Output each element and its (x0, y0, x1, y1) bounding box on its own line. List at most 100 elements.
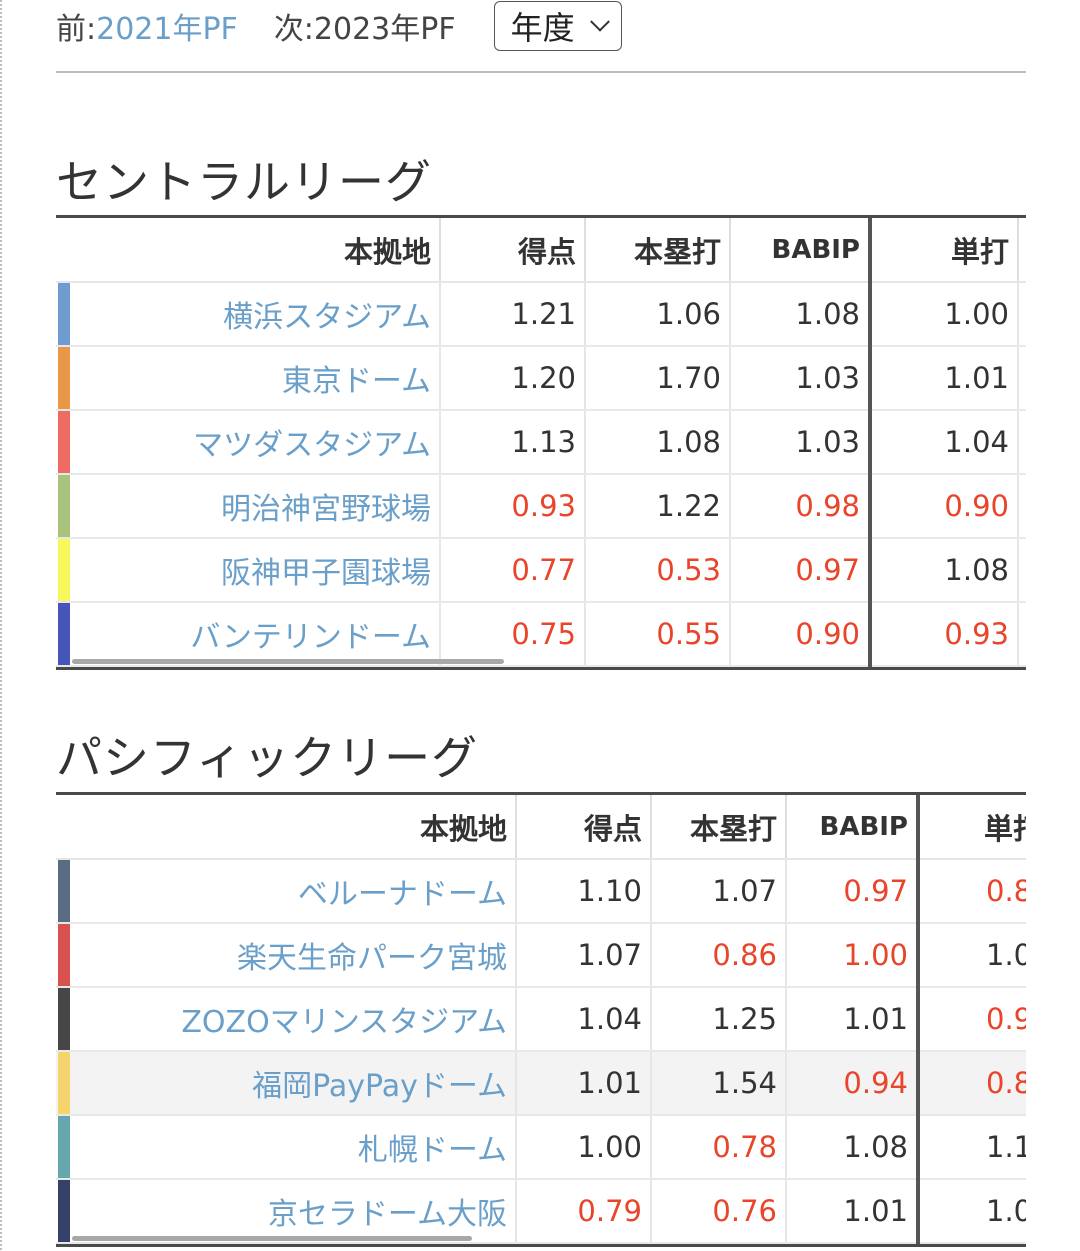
team-color-bar (58, 347, 70, 409)
team-color-swatch (56, 474, 72, 539)
stadium-link[interactable]: 横浜スタジアム (223, 300, 431, 335)
stadium-cell: バンテリンドーム (72, 602, 441, 667)
table-row: 京セラドーム大阪 0.790.761.011.0 (56, 1179, 1026, 1244)
singles-pf-cell: 1.01 (870, 346, 1019, 411)
table-row: 福岡PayPayドーム 1.011.540.940.8 (56, 1051, 1026, 1116)
runs-pf-cell: 1.20 (440, 346, 586, 411)
singles-pf-cell: 1.1 (918, 1115, 1026, 1180)
stadium-cell: 東京ドーム (72, 346, 441, 411)
homeruns-pf-cell: 1.22 (585, 474, 731, 539)
team-color-bar (58, 539, 70, 601)
pacific-table-wrapper[interactable]: 本拠地 得点 本塁打 BABIP 単打 ベルーナドーム1.101.070.970… (56, 792, 1026, 1247)
homeruns-pf-cell: 1.54 (651, 1051, 787, 1116)
divider (56, 71, 1026, 73)
col-header-homeruns[interactable]: 本塁打 (585, 218, 731, 283)
central-league-title: セントラルリーグ (56, 155, 432, 209)
prev-label: 前: (56, 12, 97, 47)
runs-pf-cell: 1.13 (440, 410, 586, 475)
table-row: 明治神宮野球場 0.93 1.22 0.98 0.90 (56, 474, 1026, 539)
stadium-link[interactable]: 東京ドーム (281, 364, 431, 399)
central-league-table: 本拠地 得点 本塁打 BABIP 単打 横浜スタジアム 1.21 1.06 1.08 1… (56, 218, 1026, 667)
runs-pf-cell: 1.10 (516, 859, 652, 924)
table-row: バンテリンドーム 0.75 0.55 0.90 0.93 (56, 602, 1026, 667)
pacific-league-table: 本拠地 得点 本塁打 BABIP 単打 ベルーナドーム1.101.070.970… (56, 795, 1026, 1244)
singles-pf-cell: 0.9 (918, 987, 1026, 1052)
stadium-link[interactable]: 明治神宮野球場 (221, 492, 431, 527)
singles-pf-cell: 1.0 (918, 1179, 1026, 1244)
team-color-bar (58, 988, 70, 1050)
central-table-wrapper[interactable]: 本拠地 得点 本塁打 BABIP 単打 横浜スタジアム 1.21 1.06 1.08 1… (56, 215, 1026, 670)
stadium-cell: 京セラドーム大阪 (72, 1179, 517, 1244)
homeruns-pf-cell: 0.76 (651, 1179, 787, 1244)
homeruns-pf-cell: 1.70 (585, 346, 731, 411)
year-select[interactable]: 年度 (493, 1, 622, 51)
singles-pf-cell: 0.8 (918, 1051, 1026, 1116)
col-header-singles[interactable]: 単打 (870, 218, 1019, 283)
stadium-cell: 福岡PayPayドーム (72, 1051, 517, 1116)
team-color-bar (58, 475, 70, 537)
runs-pf-cell: 1.04 (516, 987, 652, 1052)
col-header-babip[interactable]: BABIP (786, 795, 920, 860)
season-nav: 前: 2021年PF 次:2023年PF 年度 (56, 0, 622, 52)
homeruns-pf-cell: 1.25 (651, 987, 787, 1052)
team-color-swatch (56, 1179, 72, 1244)
stadium-cell: 楽天生命パーク宮城 (72, 923, 517, 988)
col-header-stadium[interactable]: 本拠地 (72, 218, 441, 283)
singles-pf-cell: 1.04 (870, 410, 1019, 475)
team-color-bar (58, 1180, 70, 1242)
stadium-link[interactable]: マツダスタジアム (193, 428, 431, 463)
team-color-swatch (56, 602, 72, 667)
team-color-bar (58, 860, 70, 922)
homeruns-pf-cell: 1.07 (651, 859, 787, 924)
stadium-link[interactable]: ベルーナドーム (297, 877, 507, 912)
homeruns-pf-cell: 1.06 (585, 282, 731, 347)
stadium-link[interactable]: 阪神甲子園球場 (221, 556, 431, 591)
babip-pf-cell: 1.01 (786, 1179, 920, 1244)
team-color-swatch (56, 346, 72, 411)
table-row: 阪神甲子園球場 0.77 0.53 0.97 1.08 (56, 538, 1026, 603)
stadium-cell: 札幌ドーム (72, 1115, 517, 1180)
team-color-bar (58, 1116, 70, 1178)
stadium-link[interactable]: 京セラドーム大阪 (267, 1197, 507, 1232)
team-color-bar (58, 924, 70, 986)
pacific-scrollbar[interactable] (72, 1236, 472, 1241)
col-header-singles[interactable]: 単打 (918, 795, 1026, 860)
runs-pf-cell: 1.07 (516, 923, 652, 988)
col-header-stadium[interactable]: 本拠地 (72, 795, 517, 860)
babip-pf-cell: 1.08 (786, 1115, 920, 1180)
runs-pf-cell: 1.01 (516, 1051, 652, 1116)
team-color-swatch (56, 1051, 72, 1116)
homeruns-pf-cell: 0.53 (585, 538, 731, 603)
babip-pf-cell: 0.97 (730, 538, 872, 603)
chevron-down-icon (589, 11, 610, 32)
stadium-link[interactable]: 楽天生命パーク宮城 (237, 941, 507, 976)
stadium-link[interactable]: ZOZOマリンスタジアム (181, 1005, 507, 1040)
table-row: 東京ドーム 1.20 1.70 1.03 1.01 (56, 346, 1026, 411)
pacific-league-title: パシフィックリーグ (56, 731, 479, 785)
stadium-link[interactable]: 福岡PayPayドーム (252, 1069, 507, 1104)
babip-pf-cell: 0.94 (786, 1051, 920, 1116)
col-header-runs[interactable]: 得点 (516, 795, 652, 860)
homeruns-pf-cell: 0.55 (585, 602, 731, 667)
team-color-swatch (56, 538, 72, 603)
col-header-babip[interactable]: BABIP (730, 218, 872, 283)
team-color-bar (58, 1052, 70, 1114)
col-header-homeruns[interactable]: 本塁打 (651, 795, 787, 860)
babip-pf-cell: 0.90 (730, 602, 872, 667)
stadium-cell: 阪神甲子園球場 (72, 538, 441, 603)
stadium-link[interactable]: 札幌ドーム (357, 1133, 507, 1168)
table-row: 横浜スタジアム 1.21 1.06 1.08 1.00 (56, 282, 1026, 347)
table-row: 札幌ドーム 1.000.781.081.1 (56, 1115, 1026, 1180)
table-row: 楽天生命パーク宮城 1.070.861.001.0 (56, 923, 1026, 988)
stadium-link[interactable]: バンテリンドーム (190, 620, 431, 655)
team-color-swatch (56, 410, 72, 475)
prev-season-link[interactable]: 2021年PF (96, 12, 238, 47)
babip-pf-cell: 1.01 (786, 987, 920, 1052)
team-color-bar (58, 411, 70, 473)
runs-pf-cell: 1.00 (516, 1115, 652, 1180)
stadium-cell: 明治神宮野球場 (72, 474, 441, 539)
team-color-swatch (56, 1115, 72, 1180)
overflow-cell (1018, 346, 1026, 411)
col-header-runs[interactable]: 得点 (440, 218, 586, 283)
central-scrollbar[interactable] (72, 659, 504, 664)
